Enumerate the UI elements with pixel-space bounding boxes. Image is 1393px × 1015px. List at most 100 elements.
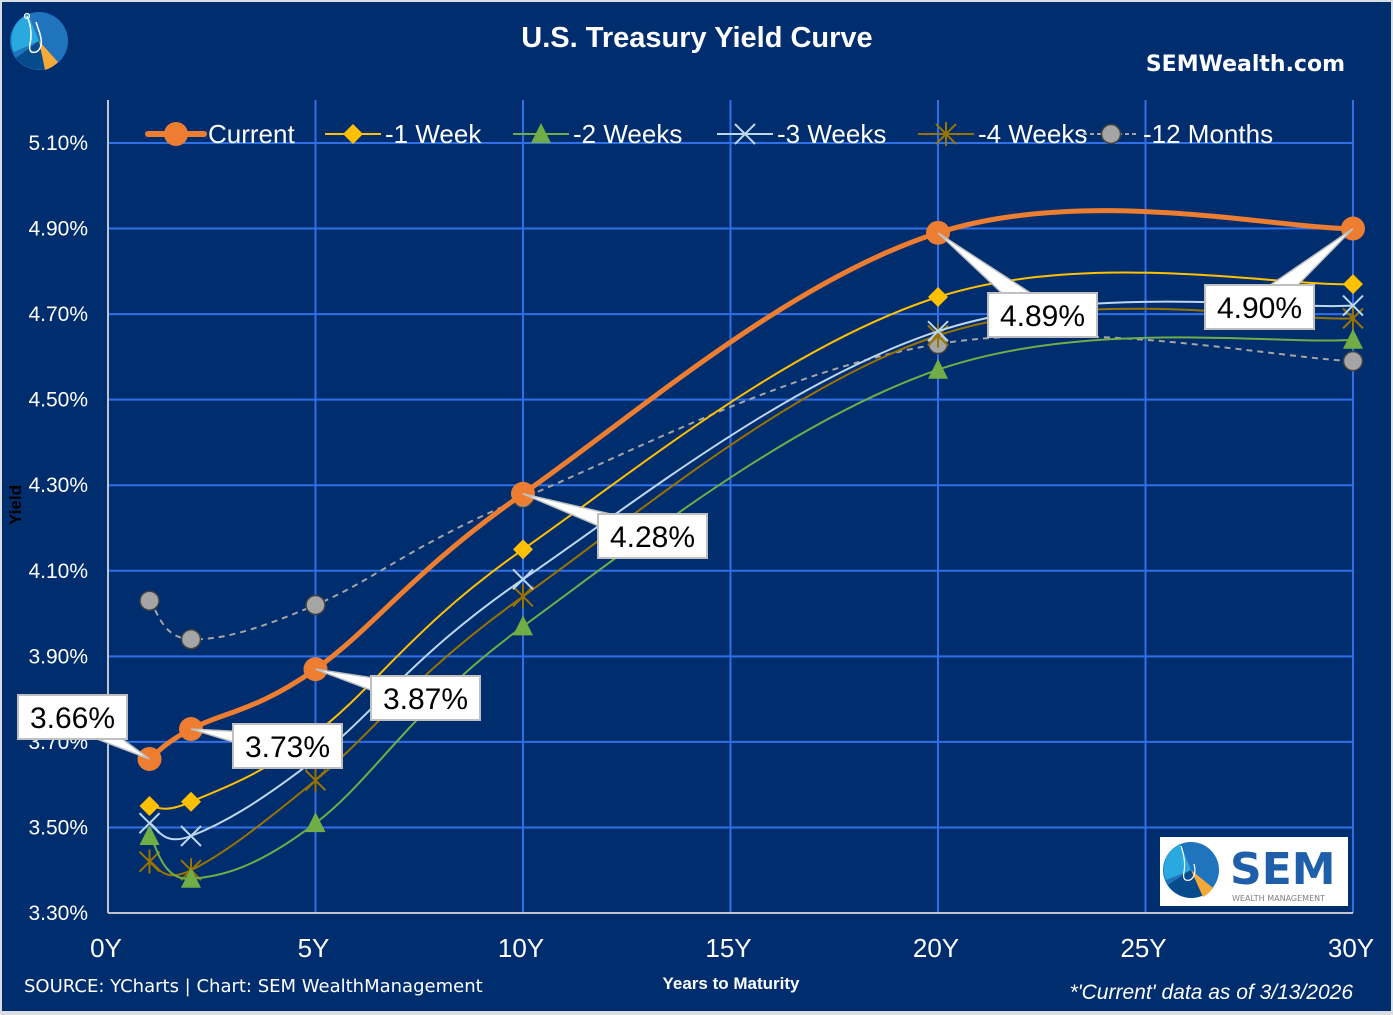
site-url: SEMWealth.com: [1146, 52, 1345, 77]
x-axis-ticks: 0Y 5Y 10Y 15Y 20Y 25Y 30Y: [90, 933, 1374, 963]
legend-marker: [1100, 123, 1122, 145]
x-tick-label: 10Y: [498, 933, 544, 963]
data-point-week3: [180, 825, 202, 847]
source-note: SOURCE: YCharts | Chart: SEM WealthManag…: [24, 976, 483, 997]
y-tick-label: 3.50%: [28, 816, 88, 839]
data-point-week2: [928, 358, 948, 379]
x-tick-label: 25Y: [1120, 933, 1166, 963]
callout-label: 3.73%: [245, 731, 330, 764]
y-tick-label: 4.70%: [28, 303, 88, 326]
data-callouts: 3.66% 3.73% 3.87% 4.28% 4.89% 4.90%: [17, 227, 1354, 769]
data-point-week4: [512, 584, 534, 609]
legend-item-month12: -12 Months: [1083, 119, 1273, 149]
data-point-week1: [181, 791, 201, 812]
legend-marker: [343, 124, 363, 144]
data-point-week2: [513, 615, 533, 636]
legend: Current -1 Week -2 Weeks -3 Weeks -4 Weeks -1…: [145, 119, 1273, 149]
callout: 3.87%: [315, 668, 481, 721]
callout: 4.90%: [1204, 227, 1354, 330]
data-point-week2: [181, 867, 201, 888]
x-tick-label: 5Y: [298, 933, 330, 963]
callout: 4.28%: [522, 493, 708, 559]
legend-item-week1: -1 Week: [325, 119, 482, 149]
legend-marker: [164, 122, 188, 146]
series-line-current: [147, 208, 1354, 762]
gridlines: [107, 100, 1354, 914]
callout-box: [1204, 284, 1315, 330]
series-line-month12: [148, 334, 1354, 641]
legend-item-current: Current: [145, 119, 295, 149]
x-axis-label: Years to Maturity: [663, 974, 801, 993]
callout-box: [987, 292, 1098, 338]
y-tick-label: 4.10%: [28, 560, 88, 583]
data-point-week1: [513, 539, 533, 560]
legend-label: -3 Weeks: [777, 119, 886, 149]
series-month12: [139, 333, 1364, 650]
callout: 4.89%: [937, 232, 1098, 338]
callout-box: [17, 694, 128, 740]
x-tick-label: 0Y: [90, 933, 122, 963]
data-date-note: *'Current' data as of 3/13/2026: [1069, 981, 1353, 1004]
series-current: [137, 208, 1365, 771]
legend-label: -1 Week: [385, 119, 482, 149]
data-point-week3: [138, 812, 161, 834]
callout-label: 3.66%: [30, 702, 115, 735]
logo-tagline: WEALTH MANAGEMENT: [1232, 894, 1325, 903]
data-point-week1: [928, 287, 948, 307]
data-point-month12: [1342, 350, 1364, 372]
series-line-week1: [149, 271, 1354, 810]
x-tick-label: 30Y: [1328, 933, 1374, 963]
y-axis-label: Yield: [6, 485, 25, 525]
data-point-week4: [138, 849, 161, 874]
callout-box: [232, 723, 343, 769]
chart-title: U.S. Treasury Yield Curve: [521, 22, 872, 54]
data-point-month12: [180, 628, 202, 650]
data-point-week3: [927, 320, 949, 342]
sem-logo-icon: [10, 12, 68, 70]
y-tick-label: 4.50%: [28, 389, 88, 412]
callout-box: [597, 513, 708, 559]
y-tick-label: 4.90%: [28, 218, 88, 241]
callout: 3.66%: [17, 694, 150, 760]
data-point-week2: [1343, 328, 1363, 349]
callout-label: 4.89%: [1000, 300, 1085, 333]
y-tick-label: 3.90%: [28, 645, 88, 668]
y-tick-label: 4.30%: [28, 474, 88, 497]
callout-label: 4.90%: [1217, 292, 1302, 325]
callout: 3.73%: [190, 723, 343, 769]
legend-item-week2: -2 Weeks: [513, 119, 682, 149]
legend-marker: [935, 122, 957, 146]
data-point-week4: [927, 323, 949, 348]
callout-box: [370, 675, 481, 721]
legend-marker: [531, 123, 551, 143]
data-point-week2: [139, 825, 160, 845]
legend-label: -12 Months: [1143, 119, 1273, 149]
x-tick-label: 15Y: [705, 933, 751, 963]
logo-brand: SEM: [1230, 844, 1336, 895]
legend-marker: [734, 123, 756, 145]
sem-pie-icon: [1163, 842, 1219, 898]
legend-label: -4 Weeks: [978, 119, 1087, 149]
y-tick-label: 3.30%: [28, 902, 88, 925]
data-point-week3: [1342, 294, 1364, 317]
y-tick-label: 5.10%: [28, 132, 88, 155]
series-line-week4: [149, 307, 1354, 877]
data-point-week1: [1343, 274, 1363, 295]
data-point-month12: [305, 594, 326, 616]
callout-label: 3.87%: [383, 683, 468, 716]
sem-wealth-logo: SEM WEALTH MANAGEMENT: [1160, 837, 1348, 906]
x-tick-label: 20Y: [913, 933, 959, 963]
series-layer: [137, 208, 1365, 888]
callout-label: 4.28%: [610, 521, 695, 554]
y-axis-ticks: 3.30%3.50%3.70%3.90%4.10%4.30%4.50%4.70%…: [28, 132, 88, 925]
series-line-week2: [148, 336, 1354, 880]
legend-item-week3: -3 Weeks: [717, 119, 886, 149]
series-week4: [138, 306, 1364, 883]
data-point-week4: [304, 768, 327, 793]
legend-item-week4: -4 Weeks: [918, 119, 1087, 149]
data-point-week1: [139, 796, 160, 817]
data-point-week3: [512, 568, 534, 591]
data-point-month12: [139, 590, 160, 611]
